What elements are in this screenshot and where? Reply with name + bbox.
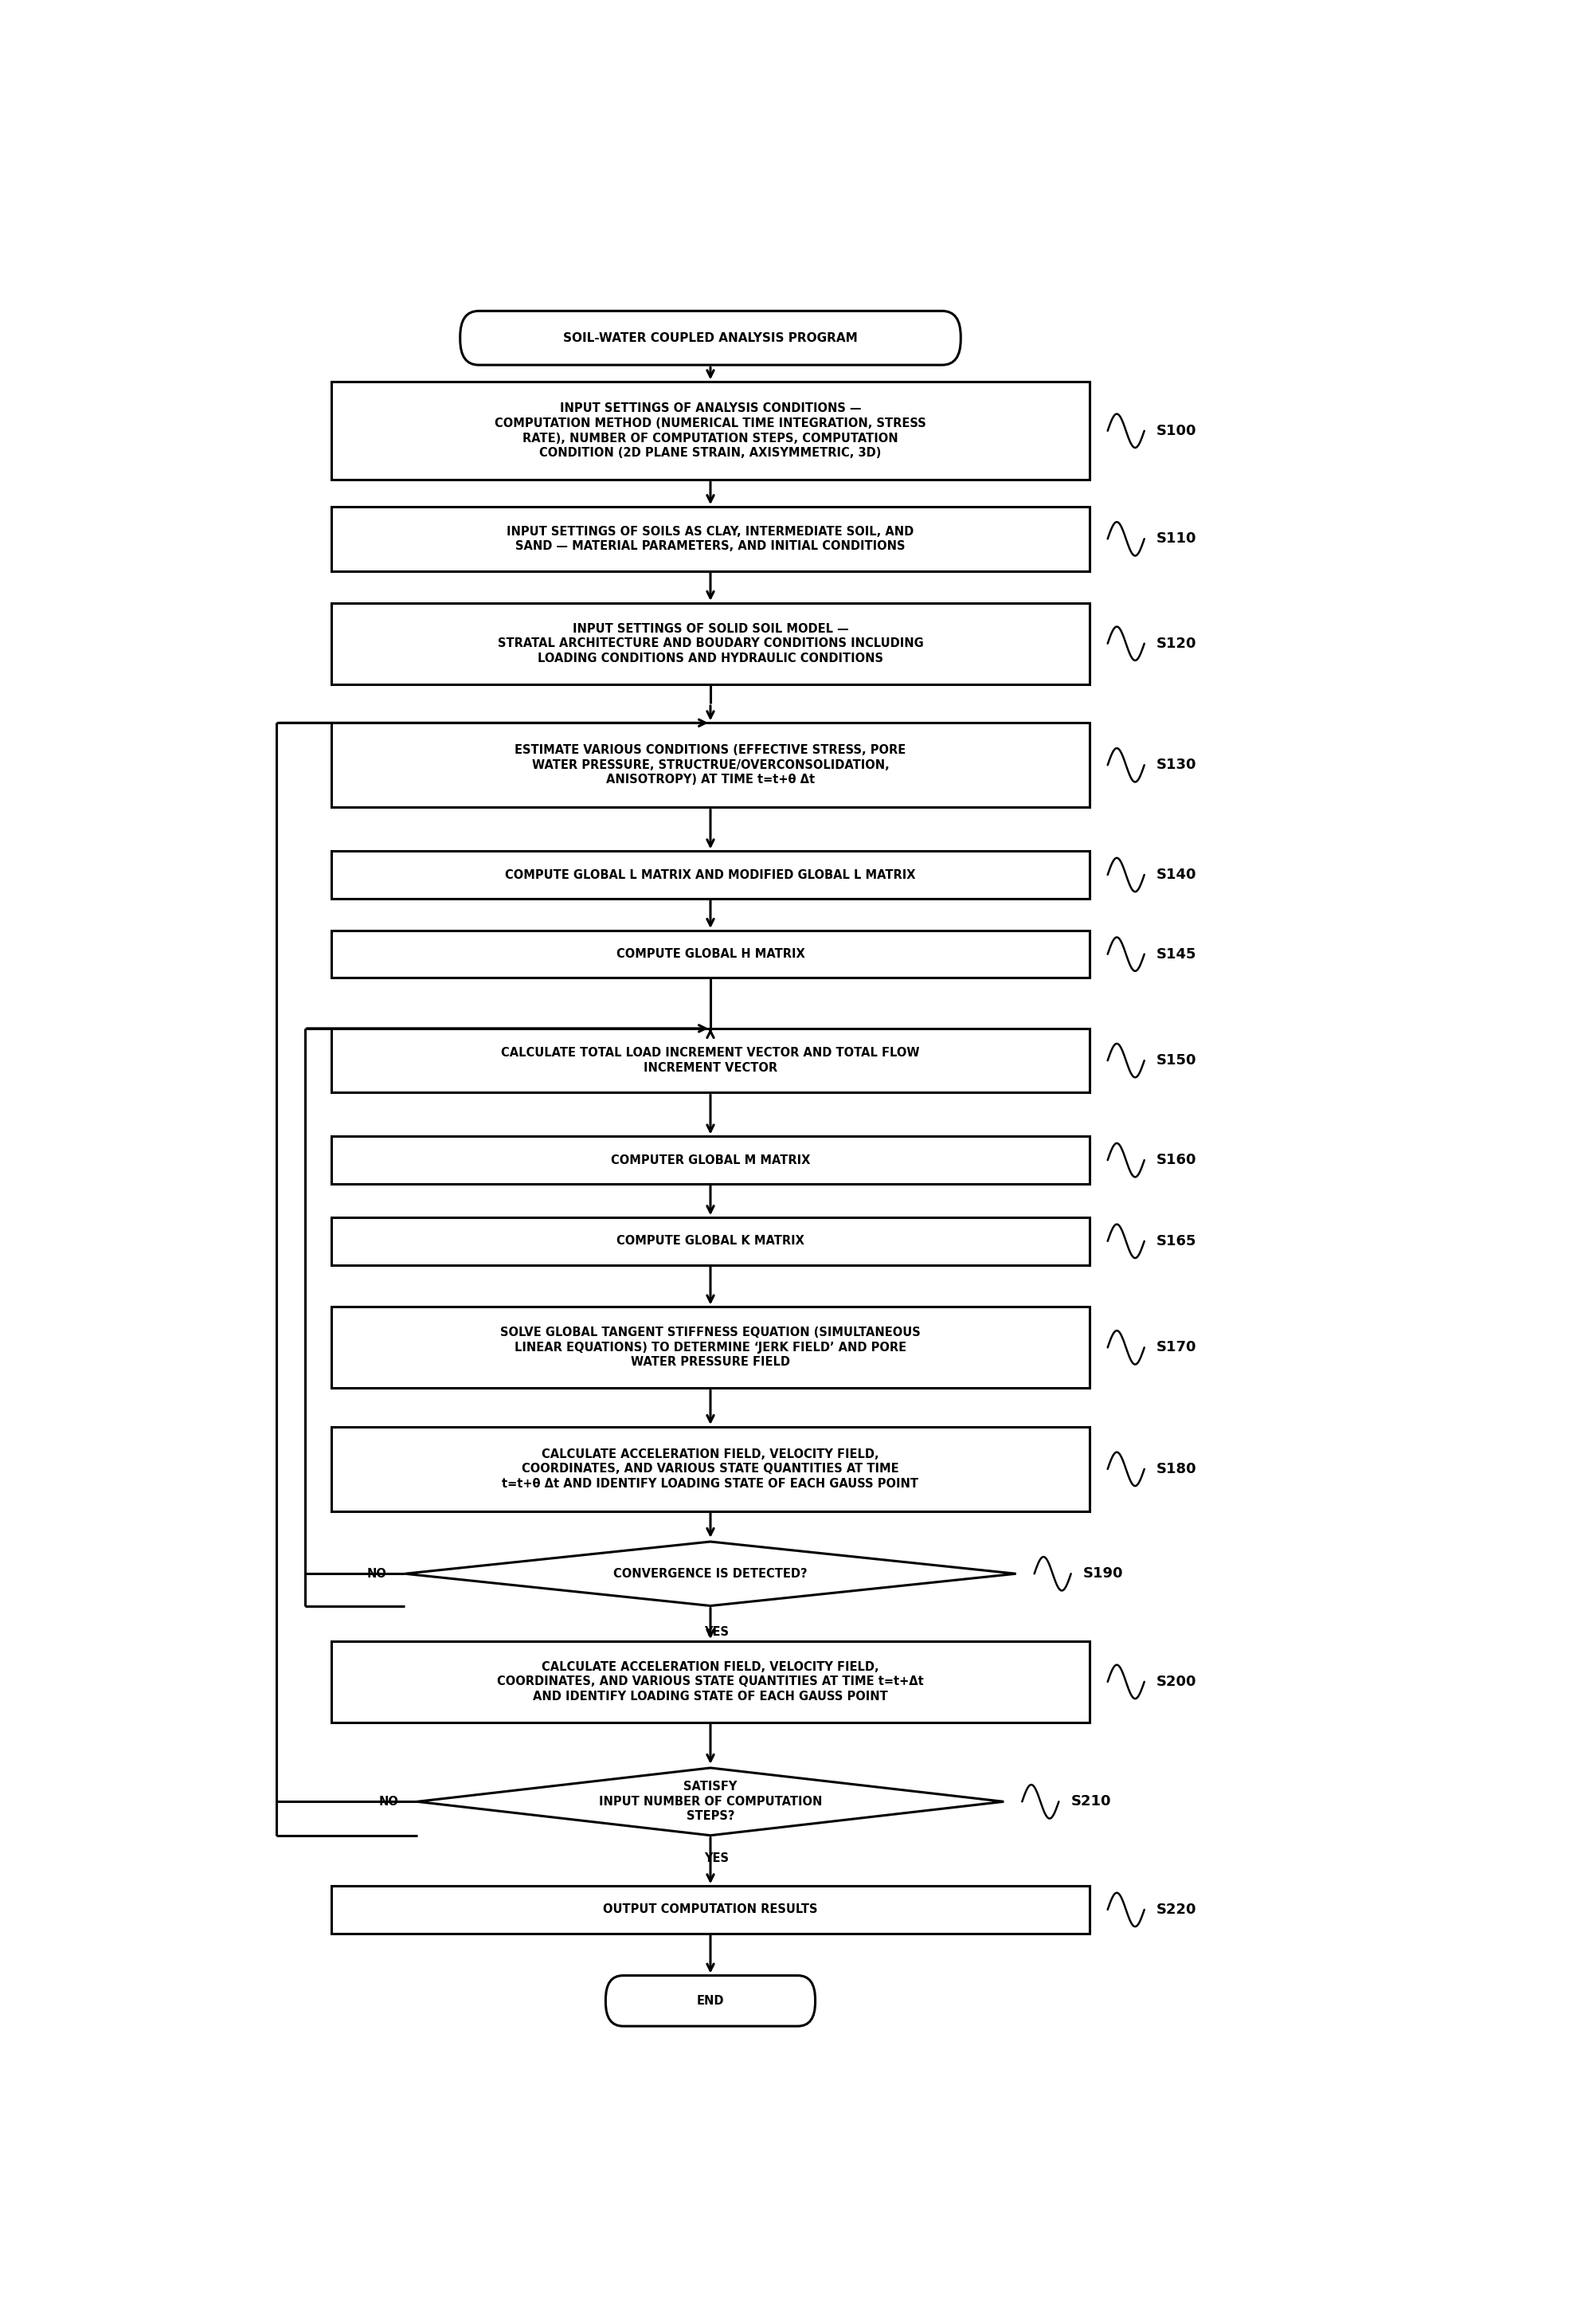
Text: S120: S120 <box>1156 637 1197 651</box>
Text: S220: S220 <box>1156 1903 1197 1917</box>
Polygon shape <box>405 1541 1016 1606</box>
Bar <box>331 1887 1090 1934</box>
Polygon shape <box>416 1769 1003 1836</box>
FancyBboxPatch shape <box>606 1975 815 2027</box>
Text: INPUT SETTINGS OF SOLID SOIL MODEL —
STRATAL ARCHITECTURE AND BOUDARY CONDITIONS: INPUT SETTINGS OF SOLID SOIL MODEL — STR… <box>497 623 924 665</box>
Bar <box>331 930 1090 978</box>
Text: S140: S140 <box>1156 867 1197 883</box>
Text: NO: NO <box>378 1796 399 1808</box>
Text: SOLVE GLOBAL TANGENT STIFFNESS EQUATION (SIMULTANEOUS
LINEAR EQUATIONS) TO DETER: SOLVE GLOBAL TANGENT STIFFNESS EQUATION … <box>500 1327 921 1369</box>
Text: S145: S145 <box>1156 946 1197 962</box>
Bar <box>331 507 1090 572</box>
Text: CALCULATE ACCELERATION FIELD, VELOCITY FIELD,
COORDINATES, AND VARIOUS STATE QUA: CALCULATE ACCELERATION FIELD, VELOCITY F… <box>497 1662 924 1703</box>
Text: S200: S200 <box>1156 1676 1197 1690</box>
Text: COMPUTE GLOBAL K MATRIX: COMPUTE GLOBAL K MATRIX <box>617 1234 804 1248</box>
Text: SATISFY
INPUT NUMBER OF COMPUTATION
STEPS?: SATISFY INPUT NUMBER OF COMPUTATION STEP… <box>599 1780 822 1822</box>
Text: INPUT SETTINGS OF ANALYSIS CONDITIONS —
COMPUTATION METHOD (NUMERICAL TIME INTEG: INPUT SETTINGS OF ANALYSIS CONDITIONS — … <box>495 402 926 460</box>
Text: S130: S130 <box>1156 758 1197 772</box>
Text: S190: S190 <box>1083 1566 1123 1580</box>
Text: ESTIMATE VARIOUS CONDITIONS (EFFECTIVE STRESS, PORE
WATER PRESSURE, STRUCTRUE/OV: ESTIMATE VARIOUS CONDITIONS (EFFECTIVE S… <box>514 744 907 786</box>
Bar <box>331 723 1090 806</box>
Text: YES: YES <box>705 1852 729 1864</box>
Bar <box>331 1136 1090 1183</box>
Text: COMPUTE GLOBAL L MATRIX AND MODIFIED GLOBAL L MATRIX: COMPUTE GLOBAL L MATRIX AND MODIFIED GLO… <box>505 869 916 881</box>
Bar <box>331 1218 1090 1264</box>
Text: S165: S165 <box>1156 1234 1197 1248</box>
Text: INPUT SETTINGS OF SOILS AS CLAY, INTERMEDIATE SOIL, AND
SAND — MATERIAL PARAMETE: INPUT SETTINGS OF SOILS AS CLAY, INTERME… <box>506 525 915 553</box>
Bar <box>331 381 1090 479</box>
Bar <box>331 1306 1090 1387</box>
Text: CALCULATE ACCELERATION FIELD, VELOCITY FIELD,
COORDINATES, AND VARIOUS STATE QUA: CALCULATE ACCELERATION FIELD, VELOCITY F… <box>501 1448 919 1490</box>
Text: END: END <box>697 1994 724 2008</box>
Text: OUTPUT COMPUTATION RESULTS: OUTPUT COMPUTATION RESULTS <box>602 1903 818 1915</box>
Text: COMPUTER GLOBAL M MATRIX: COMPUTER GLOBAL M MATRIX <box>610 1155 811 1167</box>
Bar <box>331 851 1090 899</box>
Text: S160: S160 <box>1156 1153 1197 1167</box>
Text: S170: S170 <box>1156 1341 1197 1355</box>
Text: NO: NO <box>367 1569 386 1580</box>
Text: S210: S210 <box>1071 1794 1112 1808</box>
Text: SOIL-WATER COUPLED ANALYSIS PROGRAM: SOIL-WATER COUPLED ANALYSIS PROGRAM <box>563 332 858 344</box>
Bar <box>331 1641 1090 1722</box>
Text: CONVERGENCE IS DETECTED?: CONVERGENCE IS DETECTED? <box>613 1569 807 1580</box>
Text: S110: S110 <box>1156 532 1197 546</box>
Bar <box>331 1030 1090 1092</box>
Text: S100: S100 <box>1156 423 1197 437</box>
Bar <box>331 1427 1090 1511</box>
Text: COMPUTE GLOBAL H MATRIX: COMPUTE GLOBAL H MATRIX <box>617 948 804 960</box>
Text: S180: S180 <box>1156 1462 1197 1476</box>
Text: S150: S150 <box>1156 1053 1197 1067</box>
Bar <box>331 602 1090 683</box>
Text: YES: YES <box>705 1627 729 1638</box>
FancyBboxPatch shape <box>460 311 960 365</box>
Text: CALCULATE TOTAL LOAD INCREMENT VECTOR AND TOTAL FLOW
INCREMENT VECTOR: CALCULATE TOTAL LOAD INCREMENT VECTOR AN… <box>501 1048 919 1074</box>
